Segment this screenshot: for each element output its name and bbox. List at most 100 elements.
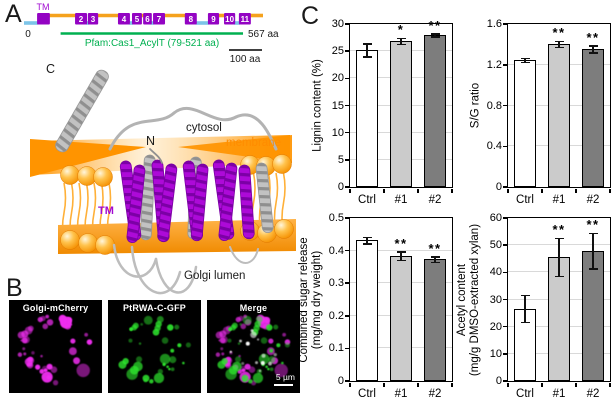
fluorescence-punctum xyxy=(20,339,23,342)
fluorescence-punctum xyxy=(177,343,182,348)
lipid-head xyxy=(60,165,80,185)
fluorescence-punctum xyxy=(253,324,260,332)
significance-stars: ** xyxy=(552,222,566,238)
y-tick-mark xyxy=(502,244,508,246)
tm-helix xyxy=(218,162,238,242)
ribbon-loop xyxy=(229,246,259,264)
y-axis-label-line: (mg/mg dry weight) xyxy=(311,250,323,349)
significance-stars: ** xyxy=(552,25,566,41)
fluorescence-punctum xyxy=(76,363,90,378)
gfp-label: PtRWA-C-GFP xyxy=(122,303,187,313)
fluorescence-punctum xyxy=(250,329,254,333)
mcherry-image xyxy=(17,314,93,386)
fluorescence-punctum xyxy=(260,361,265,366)
fluorescence-punctum xyxy=(239,323,243,326)
y-axis-label-line: S/G ratio xyxy=(469,82,481,129)
x-category-label: #1 xyxy=(394,194,408,206)
fluorescence-punctum xyxy=(70,338,76,344)
end-aa-label: 567 aa xyxy=(248,29,279,40)
lipid-head xyxy=(93,167,113,187)
y-grid-line xyxy=(507,325,610,327)
fluorescence-punctum xyxy=(58,314,67,323)
bar xyxy=(581,250,604,381)
x-tick-mark xyxy=(349,382,351,387)
ribbon-loop xyxy=(130,245,182,295)
fluorescence-punctum xyxy=(143,315,153,325)
y-tick-mark xyxy=(502,186,508,188)
fluorescence-punctum xyxy=(46,319,54,326)
y-grid-line xyxy=(507,271,610,273)
error-bar-cap xyxy=(520,321,530,324)
x-category-label: Ctrl xyxy=(516,194,534,206)
x-tick-mark xyxy=(609,188,611,193)
golgi-lumen-label: Golgi lumen xyxy=(184,270,245,282)
y-grid-line xyxy=(349,50,452,52)
fluorescence-punctum xyxy=(282,332,287,337)
y-tick-mark xyxy=(344,347,350,350)
fluorescence-punctum xyxy=(154,324,161,332)
fluorescence-punctum xyxy=(221,352,225,356)
fluorescence-punctum xyxy=(215,331,223,339)
fluorescence-punctum xyxy=(40,315,46,322)
error-bar xyxy=(366,44,368,58)
error-bar-cap xyxy=(588,268,598,270)
y-tick-mark xyxy=(502,217,508,219)
fluorescence-punctum xyxy=(156,315,164,323)
error-bar xyxy=(434,33,436,38)
fluorescence-punctum xyxy=(128,338,133,343)
x-tick-mark xyxy=(383,188,385,193)
tm-segment xyxy=(75,13,88,25)
error-bar-cap xyxy=(396,43,406,46)
tm-segment xyxy=(132,13,142,25)
tm-number: 10 xyxy=(225,15,234,24)
fluorescence-punctum xyxy=(118,360,127,369)
y-grid-line xyxy=(349,249,452,251)
fluorescence-punctum xyxy=(159,353,171,365)
fluorescence-punctum xyxy=(227,338,232,343)
fluorescence-punctum xyxy=(42,323,49,330)
fluorescence-punctum xyxy=(241,369,245,372)
fluorescence-punctum xyxy=(161,337,169,344)
y-tick-label: 0.1 xyxy=(328,342,344,355)
y-tick-mark xyxy=(344,186,350,188)
y-axis-label: Acetyl content (mg/g DMSO-extracted xylan… xyxy=(456,185,482,406)
y-grid-line xyxy=(507,145,610,147)
bar xyxy=(423,259,446,381)
y-tick-mark xyxy=(344,77,350,80)
chart-plot xyxy=(348,216,453,382)
error-bar xyxy=(592,45,594,54)
y-grid-line xyxy=(349,314,452,316)
fluorescence-punctum xyxy=(169,356,177,364)
y-tick-label: 0 xyxy=(337,375,344,387)
y-tick-label: 10 xyxy=(331,126,344,139)
bar xyxy=(513,308,536,381)
tm-helix xyxy=(157,163,178,242)
bar xyxy=(513,60,536,187)
chart-plot xyxy=(506,216,611,382)
fluorescence-punctum xyxy=(269,367,274,372)
error-bar-cap xyxy=(396,37,406,40)
fluorescence-punctum xyxy=(52,380,59,386)
y-axis-label: Lignin content (%) xyxy=(311,0,324,221)
tm-number: 5 xyxy=(135,15,140,24)
fluorescence-punctum xyxy=(43,369,47,372)
tm-number: 7 xyxy=(157,15,162,24)
y-tick-label: 0 xyxy=(495,181,502,193)
fluorescence-punctum xyxy=(140,323,144,326)
y-grid-line xyxy=(349,131,452,133)
fluorescence-punctum xyxy=(40,354,43,358)
y-tick-mark xyxy=(502,145,508,147)
fluorescence-punctum xyxy=(142,374,150,382)
error-bar-cap xyxy=(362,56,372,58)
tm-segment xyxy=(117,13,130,25)
fluorescence-punctum xyxy=(265,365,268,369)
domain-diagram: 2 3 4 5 6 7 8 9 10 11 TM 0 567 aa Pfam:Cas1_AcylT… xyxy=(24,2,279,65)
fluorescence-punctum xyxy=(229,350,232,353)
y-tick-mark xyxy=(502,23,508,25)
fluorescence-punctum xyxy=(170,348,175,353)
tm-segment xyxy=(238,13,251,25)
fluorescence-punctum xyxy=(234,356,242,363)
fluorescence-punctum xyxy=(149,379,154,384)
fluorescence-punctum xyxy=(126,368,138,380)
error-bar-cap xyxy=(520,61,530,64)
